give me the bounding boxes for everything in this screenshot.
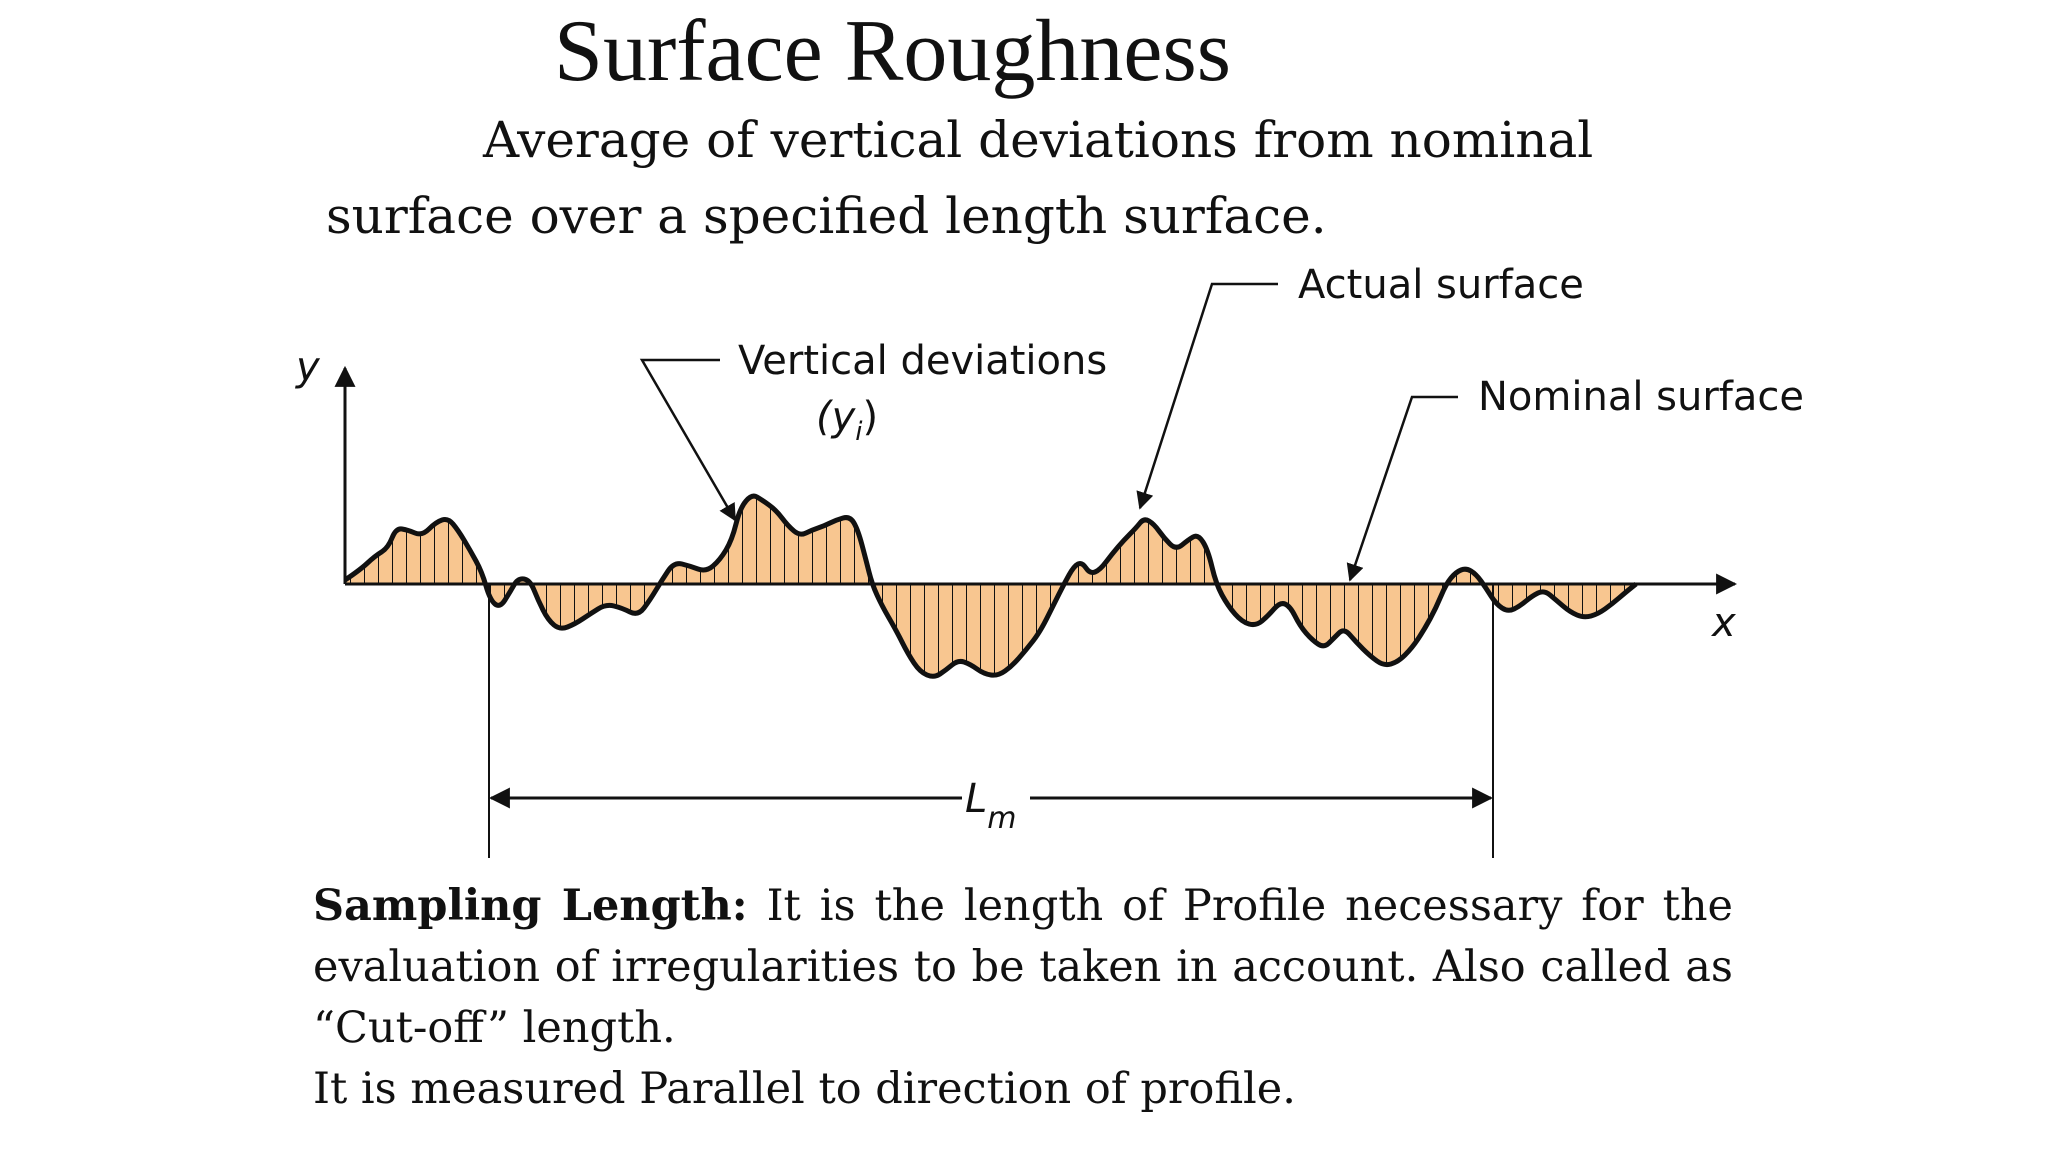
vertical-deviations-leader: [639, 358, 737, 522]
sampling-length-description: Sampling Length: It is the length of Pro…: [313, 876, 1733, 1120]
yi-close: ): [863, 394, 879, 440]
lm-subscript: m: [987, 801, 1016, 836]
sampling-length-definition-text: It is the length of Profile necessary fo…: [313, 881, 1734, 1053]
sampling-length-label: Lm: [965, 776, 1017, 836]
page-title: Surface Roughness: [554, 3, 1231, 100]
actual-surface-label: Actual surface: [1298, 262, 1584, 308]
profile-fill-above: [345, 496, 1636, 584]
subtitle-line-2: surface over a specified length surface.: [326, 187, 1327, 245]
vertical-deviations-label: Vertical deviations: [738, 338, 1107, 384]
y-axis-label: y: [295, 344, 321, 390]
nominal-surface-label: Nominal surface: [1478, 374, 1804, 420]
actual-surface-leader: [1136, 282, 1278, 510]
profile-fill-below: [345, 584, 1636, 677]
x-axis-label: x: [1710, 600, 1736, 646]
lm-main: L: [965, 776, 987, 822]
subtitle-line-1: Average of vertical deviations from nomi…: [483, 111, 1594, 169]
sampling-length-definition: Sampling Length: It is the length of Pro…: [313, 876, 1733, 1059]
yi-open: (y: [816, 394, 857, 440]
yi-subscript: i: [855, 417, 863, 447]
nominal-surface-leader: [1346, 395, 1458, 582]
measurement-note: It is measured Parallel to direction of …: [313, 1064, 1296, 1114]
yi-label: (yi): [816, 394, 878, 447]
sampling-length-term: Sampling Length:: [313, 881, 748, 931]
actual-surface-profile: [343, 493, 1638, 679]
profile-fill: [345, 496, 1636, 677]
